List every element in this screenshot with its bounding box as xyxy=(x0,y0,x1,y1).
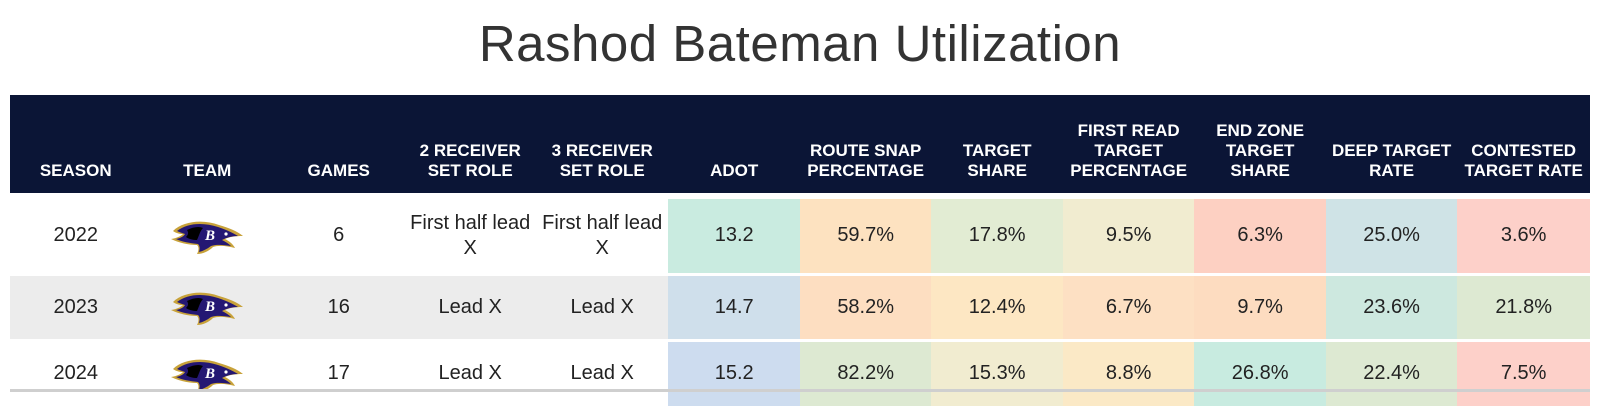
table-row: 2024 B 17 Lead X Lead X 15.2 82.2% 15.3%… xyxy=(10,338,1590,406)
deep-target-cell: 23.6% xyxy=(1325,272,1458,340)
svg-text:B: B xyxy=(204,228,215,244)
ravens-logo-icon: B xyxy=(169,288,245,326)
route-snap-cell: 82.2% xyxy=(799,338,932,406)
header-first-read-target-percentage: FIRST READ TARGET PERCENTAGE xyxy=(1062,95,1195,196)
header-adot: ADOT xyxy=(668,95,800,196)
adot-cell: 15.2 xyxy=(668,338,800,406)
table-row: 2022 B 6 First half lead X First half le… xyxy=(10,193,1590,274)
end-zone-cell: 9.7% xyxy=(1194,272,1326,340)
header-2-receiver-set-role: 2 RECEIVER SET ROLE xyxy=(404,95,536,196)
ravens-logo-icon: B xyxy=(169,217,245,255)
two-receiver-role-cell: First half lead X xyxy=(404,193,536,274)
header-3-receiver-set-role: 3 RECEIVER SET ROLE xyxy=(535,95,669,196)
target-share-cell: 15.3% xyxy=(931,338,1063,406)
deep-target-cell: 22.4% xyxy=(1325,338,1458,406)
header-deep-target-rate: DEEP TARGET RATE xyxy=(1325,95,1458,196)
end-zone-cell: 6.3% xyxy=(1194,193,1326,274)
contested-target-cell: 21.8% xyxy=(1457,272,1590,340)
adot-cell: 14.7 xyxy=(668,272,800,340)
three-receiver-role-cell: Lead X xyxy=(535,338,669,406)
route-snap-cell: 58.2% xyxy=(799,272,932,340)
team-cell: B xyxy=(141,193,273,274)
target-share-cell: 17.8% xyxy=(931,193,1063,274)
adot-cell: 13.2 xyxy=(668,193,800,274)
target-share-cell: 12.4% xyxy=(931,272,1063,340)
season-cell: 2023 xyxy=(10,272,142,340)
season-cell: 2022 xyxy=(10,193,142,274)
end-zone-cell: 26.8% xyxy=(1194,338,1326,406)
table-row: 2023 B 16 Lead X Lead X 14.7 58.2% 12.4%… xyxy=(10,272,1590,340)
table-bottom-rule xyxy=(10,389,1590,392)
header-end-zone-target-share: END ZONE TARGET SHARE xyxy=(1194,95,1326,196)
header-target-share: TARGET SHARE xyxy=(931,95,1063,196)
team-cell: B xyxy=(141,338,273,406)
header-contested-target-rate: CONTESTED TARGET RATE xyxy=(1457,95,1590,196)
utilization-table: SEASON TEAM GAMES 2 RECEIVER SET ROLE 3 … xyxy=(10,95,1590,406)
header-games: GAMES xyxy=(272,95,405,196)
contested-target-cell: 7.5% xyxy=(1457,338,1590,406)
header-season: SEASON xyxy=(10,95,142,196)
ravens-logo-icon: B xyxy=(169,355,245,393)
games-cell: 16 xyxy=(272,272,405,340)
contested-target-cell: 3.6% xyxy=(1457,193,1590,274)
first-read-cell: 9.5% xyxy=(1062,193,1195,274)
games-cell: 6 xyxy=(272,193,405,274)
svg-text:B: B xyxy=(204,299,215,315)
svg-text:B: B xyxy=(204,366,215,382)
header-team: TEAM xyxy=(141,95,273,196)
team-cell: B xyxy=(141,272,273,340)
header-row: SEASON TEAM GAMES 2 RECEIVER SET ROLE 3 … xyxy=(10,95,1590,196)
season-cell: 2024 xyxy=(10,338,142,406)
route-snap-cell: 59.7% xyxy=(799,193,932,274)
games-cell: 17 xyxy=(272,338,405,406)
two-receiver-role-cell: Lead X xyxy=(404,272,536,340)
table-title: Rashod Bateman Utilization xyxy=(478,15,1122,72)
two-receiver-role-cell: Lead X xyxy=(404,338,536,406)
deep-target-cell: 25.0% xyxy=(1325,193,1458,274)
first-read-cell: 8.8% xyxy=(1062,338,1195,406)
three-receiver-role-cell: First half lead X xyxy=(535,193,669,274)
header-route-snap-percentage: ROUTE SNAP PERCENTAGE xyxy=(799,95,932,196)
three-receiver-role-cell: Lead X xyxy=(535,272,669,340)
first-read-cell: 6.7% xyxy=(1062,272,1195,340)
